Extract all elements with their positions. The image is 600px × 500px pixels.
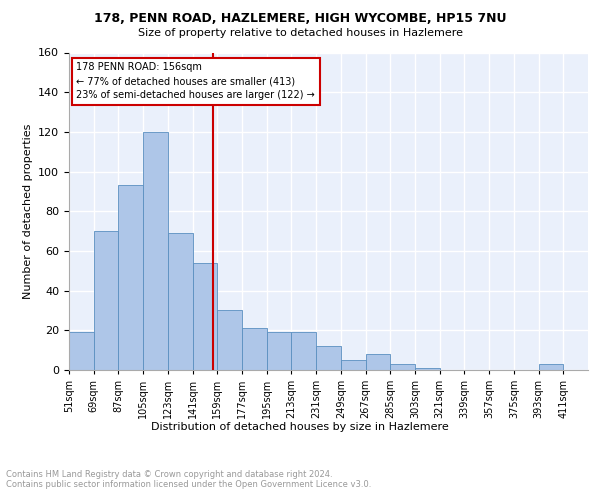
Y-axis label: Number of detached properties: Number of detached properties [23, 124, 32, 299]
Bar [69, 332, 94, 370]
Text: 178 PENN ROAD: 156sqm
← 77% of detached houses are smaller (413)
23% of semi-det: 178 PENN ROAD: 156sqm ← 77% of detached … [76, 62, 315, 100]
Bar [390, 364, 415, 370]
Bar [168, 233, 193, 370]
Bar [217, 310, 242, 370]
Bar [267, 332, 292, 370]
Bar [94, 231, 118, 370]
Bar [316, 346, 341, 370]
Bar [365, 354, 390, 370]
Bar [143, 132, 168, 370]
Bar [242, 328, 267, 370]
Bar [193, 263, 217, 370]
Bar [341, 360, 365, 370]
Text: Distribution of detached houses by size in Hazlemere: Distribution of detached houses by size … [151, 422, 449, 432]
Text: 178, PENN ROAD, HAZLEMERE, HIGH WYCOMBE, HP15 7NU: 178, PENN ROAD, HAZLEMERE, HIGH WYCOMBE,… [94, 12, 506, 26]
Text: Contains HM Land Registry data © Crown copyright and database right 2024.
Contai: Contains HM Land Registry data © Crown c… [6, 470, 371, 490]
Bar [118, 186, 143, 370]
Text: Size of property relative to detached houses in Hazlemere: Size of property relative to detached ho… [137, 28, 463, 38]
Bar [415, 368, 440, 370]
Bar [292, 332, 316, 370]
Bar [539, 364, 563, 370]
